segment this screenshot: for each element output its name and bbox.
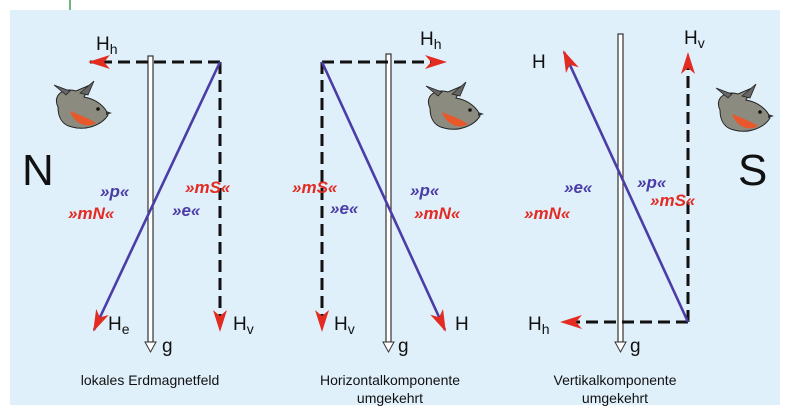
gravity-line	[386, 54, 391, 342]
label-sub: v	[348, 321, 355, 337]
tag-p: »p«	[637, 173, 667, 192]
label-sub: h	[434, 36, 442, 52]
caption: lokales Erdmagnetfeld	[81, 372, 220, 388]
pole-north: N	[22, 146, 54, 195]
label-sub: v	[247, 321, 254, 337]
label-main: H	[532, 52, 546, 73]
label-main: H	[334, 314, 348, 335]
label-main: H	[420, 29, 434, 50]
tag-e: »e«	[172, 201, 201, 220]
gravity-label: g	[630, 336, 641, 357]
gravity-label: g	[398, 336, 409, 357]
label-main: H	[233, 314, 247, 335]
tag-ms: »mS«	[650, 191, 696, 210]
label-sub: v	[698, 35, 705, 51]
tag-e: »e«	[564, 178, 593, 197]
label-main: H	[528, 314, 542, 335]
tag-ms: »mS«	[292, 178, 338, 197]
label-main: H	[455, 314, 469, 335]
caption: Horizontalkomponente	[320, 372, 460, 388]
tag-p: »p«	[410, 181, 440, 200]
caption: Vertikalkomponente	[554, 372, 677, 388]
pole-south: S	[738, 146, 767, 195]
resultant-label: H	[532, 52, 546, 73]
caption: umgekehrt	[357, 390, 423, 406]
tag-p: »p«	[100, 182, 130, 201]
diagram: N S g Hh Hv He »p« »mN« »mS« »e« lokales…	[0, 0, 790, 415]
caption: umgekehrt	[582, 390, 648, 406]
resultant-label: H	[455, 314, 469, 335]
gravity-line	[618, 34, 623, 342]
label-sub: e	[122, 321, 130, 337]
tag-e: »e«	[330, 199, 359, 218]
tag-ms: »mS«	[185, 178, 231, 197]
label-sub: h	[542, 321, 550, 337]
label-sub: h	[110, 41, 118, 57]
gravity-line	[148, 56, 153, 342]
label-main: H	[108, 314, 122, 335]
gravity-label: g	[162, 336, 173, 357]
tag-mn: »mN«	[68, 204, 115, 223]
label-main: H	[96, 34, 110, 55]
label-main: H	[684, 28, 698, 49]
tag-mn: »mN«	[524, 204, 571, 223]
tag-mn: »mN«	[414, 204, 461, 223]
